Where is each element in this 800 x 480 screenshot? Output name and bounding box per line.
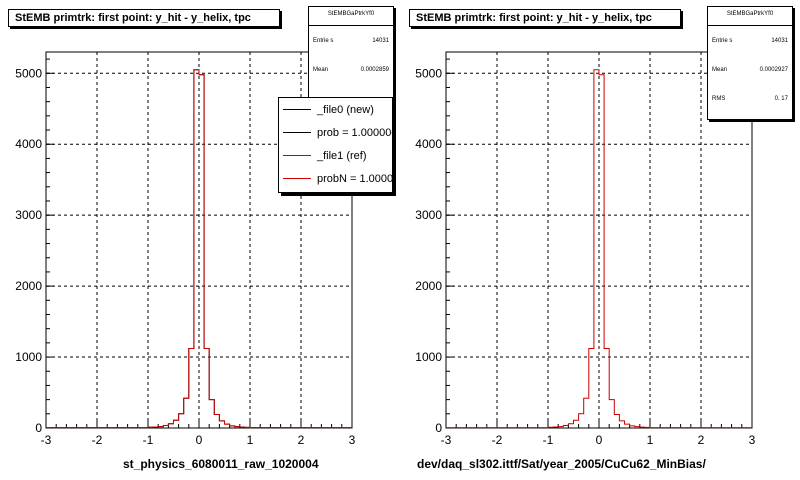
- x-tick-label: -1: [143, 433, 154, 447]
- y-tick-label: 4000: [15, 137, 42, 151]
- right-stats-entries-label: Entrie s: [712, 37, 733, 44]
- y-tick-label: 0: [35, 421, 42, 435]
- right-stats-mean-label: Mean: [712, 66, 728, 73]
- x-tick-label: 1: [647, 433, 654, 447]
- right-histogram-panel: -3 -2 -1 0 1 2 3 0 1000 2000 3000 4000 5000 StEMB pr…: [400, 0, 800, 480]
- left-histogram-title: StEMB primtrk: first point: y_hit - y_he…: [8, 9, 280, 27]
- legend-label-file1: _file1 (ref): [317, 149, 367, 162]
- left-stats-entries-value: 14031: [372, 37, 389, 44]
- left-stats-entries-row: Entrie s 14031: [309, 26, 393, 55]
- y-tick-label: 2000: [415, 279, 442, 293]
- left-stats-title: StEMBGaPtrkYf0: [309, 7, 393, 26]
- x-tick-label: -2: [492, 433, 503, 447]
- legend-swatch-black: [283, 109, 311, 110]
- left-stats-mean-value: 0.0002859: [360, 66, 389, 73]
- x-tick-label: -3: [41, 433, 52, 447]
- right-stats-box: StEMBGaPtrkYf0 Entrie s 14031 Mean 0.000…: [707, 6, 793, 120]
- right-x-axis-title: dev/daq_sl302.ittf/Sat/year_2005/CuCu62_…: [417, 457, 706, 471]
- x-tick-label: 3: [349, 433, 356, 447]
- x-tick-label: 2: [698, 433, 705, 447]
- legend-swatch-red: [283, 178, 311, 179]
- legend-entry-probn: probN = 1.000000: [279, 167, 392, 190]
- x-tick-label: 3: [749, 433, 756, 447]
- left-stats-box: StEMBGaPtrkYf0 Entrie s 14031 Mean 0.000…: [308, 6, 394, 103]
- left-legend: _file0 (new) prob = 1.000000 _file1 (ref…: [278, 97, 393, 193]
- legend-entry-file0: _file0 (new): [279, 98, 392, 121]
- right-stats-rms-value: 0. 17: [774, 95, 788, 102]
- right-stats-mean-value: 0.0002927: [759, 66, 788, 73]
- left-histogram-canvas: -3 -2 -1 0 1 2 3 0 1000 2000 3000 4000 5000: [15, 51, 356, 447]
- right-stats-entries-value: 14031: [771, 37, 788, 44]
- y-tick-label: 5000: [415, 66, 442, 80]
- right-stats-entries-row: Entrie s 14031: [708, 26, 792, 55]
- legend-swatch-black: [283, 132, 311, 133]
- x-tick-label: -2: [92, 433, 103, 447]
- y-tick-label: 3000: [415, 208, 442, 222]
- y-tick-label: 1000: [15, 350, 42, 364]
- legend-label-probn: probN = 1.000000: [317, 172, 393, 185]
- legend-swatch-red: [283, 155, 311, 156]
- x-tick-label: 2: [298, 433, 305, 447]
- right-stats-title: StEMBGaPtrkYf0: [708, 7, 792, 26]
- left-x-axis-title: st_physics_6080011_raw_1020004: [123, 457, 319, 471]
- left-stats-mean-label: Mean: [313, 66, 329, 73]
- right-histogram-title: StEMB primtrk: first point: y_hit - y_he…: [409, 9, 681, 27]
- left-stats-mean-row: Mean 0.0002859: [309, 55, 393, 84]
- histogram-series-line: [46, 69, 352, 429]
- y-tick-label: 3000: [15, 208, 42, 222]
- right-stats-rms-row: RMS 0. 17: [708, 84, 792, 113]
- y-tick-label: 2000: [15, 279, 42, 293]
- y-tick-label: 1000: [415, 350, 442, 364]
- y-tick-label: 0: [435, 421, 442, 435]
- y-tick-label: 4000: [415, 137, 442, 151]
- x-tick-label: 0: [196, 433, 203, 447]
- x-tick-label: -1: [543, 433, 554, 447]
- legend-entry-prob: prob = 1.000000: [279, 121, 392, 144]
- right-stats-rms-label: RMS: [712, 95, 726, 102]
- left-histogram-panel: -3 -2 -1 0 1 2 3 0 1000 2000 3000 4000 5000 StEMB pr…: [8, 6, 394, 471]
- x-tick-label: 0: [596, 433, 603, 447]
- y-tick-label: 5000: [15, 66, 42, 80]
- right-stats-mean-row: Mean 0.0002927: [708, 55, 792, 84]
- right-histogram-canvas: -3 -2 -1 0 1 2 3 0 1000 2000 3000 4000 5000: [415, 51, 756, 447]
- legend-label-file0: _file0 (new): [317, 103, 374, 116]
- legend-entry-file1: _file1 (ref): [279, 144, 392, 167]
- histogram-series-line: [446, 69, 752, 429]
- x-tick-label: 1: [247, 433, 254, 447]
- x-tick-label: -3: [441, 433, 452, 447]
- left-stats-entries-label: Entrie s: [313, 37, 334, 44]
- legend-label-prob: prob = 1.000000: [317, 126, 393, 139]
